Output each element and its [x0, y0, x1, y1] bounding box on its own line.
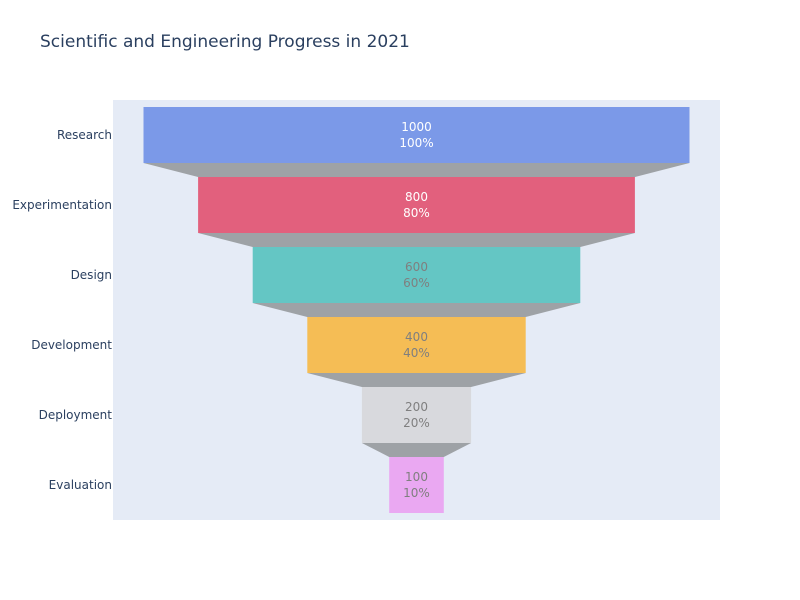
stage-tick-label: Research [57, 128, 112, 142]
bar-value-label: 800 [405, 190, 428, 204]
funnel-connector [252, 303, 581, 317]
stage-tick-label: Experimentation [12, 198, 112, 212]
bar-value-label: 600 [405, 260, 428, 274]
funnel-bar [198, 177, 635, 233]
bar-percent-label: 10% [403, 486, 430, 500]
stage-tick-label: Development [31, 338, 112, 352]
funnel-connector [307, 373, 526, 387]
funnel-bar [361, 387, 472, 443]
funnel-bar [252, 247, 581, 303]
bar-value-label: 100 [405, 470, 428, 484]
stage-tick-label: Evaluation [49, 478, 112, 492]
bar-percent-label: 100% [399, 136, 433, 150]
funnel-bar [307, 317, 526, 373]
bar-value-label: 1000 [401, 120, 432, 134]
funnel-connector [198, 233, 635, 247]
bar-percent-label: 60% [403, 276, 430, 290]
bar-percent-label: 40% [403, 346, 430, 360]
bar-percent-label: 20% [403, 416, 430, 430]
stage-tick-label: Deployment [39, 408, 113, 422]
bar-value-label: 200 [405, 400, 428, 414]
bar-value-label: 400 [405, 330, 428, 344]
chart-title: Scientific and Engineering Progress in 2… [40, 32, 410, 52]
funnel-bar [389, 457, 444, 513]
bar-percent-label: 80% [403, 206, 430, 220]
funnel-connector [143, 163, 690, 177]
stage-tick-label: Design [71, 268, 112, 282]
funnel-connector [361, 443, 472, 457]
funnel-bar [143, 107, 690, 163]
